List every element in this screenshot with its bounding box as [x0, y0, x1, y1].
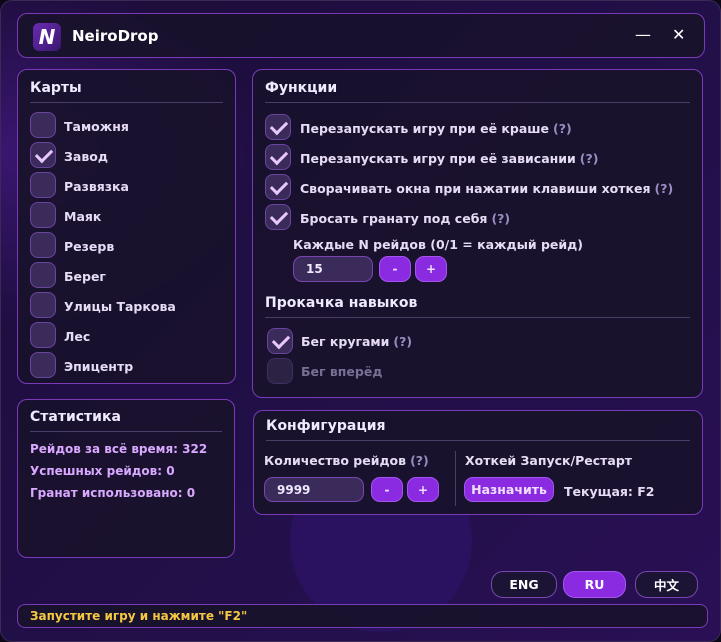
grenade-every-label: Каждые N рейдов (0/1 = каждый рейд): [293, 237, 583, 252]
help-icon[interactable]: (?): [553, 121, 572, 136]
lang-ru-button[interactable]: RU: [563, 571, 626, 598]
skill-label-forward: Бег вперёд: [301, 364, 383, 379]
raids-minus-button[interactable]: -: [371, 477, 403, 502]
functions-title: Функции: [265, 80, 690, 103]
map-checkbox[interactable]: [30, 322, 56, 348]
hotkey-label: Хоткей Запуск/Рестарт: [465, 453, 633, 468]
lang-zh-button[interactable]: 中文: [635, 571, 698, 598]
function-checkbox[interactable]: [265, 174, 291, 200]
title-bar: N NeiroDrop — ✕: [17, 13, 705, 58]
app-logo: N: [33, 23, 61, 51]
assign-hotkey-button[interactable]: Назначить: [464, 477, 554, 502]
current-hotkey: Текущая: F2: [564, 484, 655, 499]
map-label: Завод: [64, 149, 108, 164]
map-checkbox[interactable]: [30, 142, 56, 168]
raids-plus-button[interactable]: +: [407, 477, 439, 502]
map-checkbox[interactable]: [30, 352, 56, 378]
stat-grenades: Гранат использовано: 0: [30, 486, 196, 500]
map-label: Развязка: [64, 179, 129, 194]
help-icon[interactable]: (?): [579, 151, 599, 166]
skill-checkbox-circles[interactable]: [267, 328, 293, 354]
help-icon[interactable]: (?): [491, 211, 511, 226]
map-label: Резерв: [64, 239, 115, 254]
grenade-plus-button[interactable]: +: [415, 256, 447, 282]
stat-total-raids: Рейдов за всё время: 322: [30, 442, 208, 456]
stats-panel: Статистика Рейдов за всё время: 322 Успе…: [17, 399, 235, 558]
function-checkbox[interactable]: [265, 114, 291, 140]
help-icon[interactable]: (?): [654, 181, 674, 196]
function-label: Бросать гранату под себя (?): [300, 211, 511, 226]
skill-label-circles: Бег кругами (?): [301, 334, 413, 349]
minimize-button[interactable]: —: [635, 25, 651, 44]
function-checkbox[interactable]: [265, 204, 291, 230]
status-bar: Запустите игру и нажмите "F2": [17, 604, 708, 628]
map-checkbox[interactable]: [30, 172, 56, 198]
map-label: Эпицентр: [64, 359, 134, 374]
skill-checkbox-forward[interactable]: [267, 358, 293, 384]
grenade-every-input[interactable]: 15: [293, 256, 373, 282]
map-label: Маяк: [64, 209, 102, 224]
map-checkbox[interactable]: [30, 292, 56, 318]
map-label: Улицы Таркова: [64, 299, 176, 314]
close-button[interactable]: ✕: [672, 25, 686, 44]
stat-successful-raids: Успешных рейдов: 0: [30, 464, 175, 478]
map-checkbox[interactable]: [30, 202, 56, 228]
config-divider: [455, 451, 456, 506]
raids-count-label: Количество рейдов (?): [264, 453, 429, 468]
skills-title: Прокачка навыков: [265, 295, 690, 318]
status-text: Запустите игру и нажмите "F2": [30, 609, 248, 623]
config-panel: Конфигурация Количество рейдов (?) 9999 -…: [253, 410, 703, 515]
map-label: Берег: [64, 269, 106, 284]
map-checkbox[interactable]: [30, 232, 56, 258]
function-checkbox[interactable]: [265, 144, 291, 170]
map-label: Лес: [64, 329, 91, 344]
maps-panel: Карты Таможня Завод Развязка Маяк Резерв Бере…: [17, 69, 236, 384]
app-title: NeiroDrop: [72, 27, 159, 45]
maps-title: Карты: [30, 80, 223, 103]
lang-eng-button[interactable]: ENG: [491, 571, 557, 598]
map-checkbox[interactable]: [30, 112, 56, 138]
functions-panel: Функции Перезапускать игру при её краше(…: [252, 69, 703, 398]
map-label: Таможня: [64, 119, 129, 134]
raids-count-input[interactable]: 9999: [264, 477, 364, 502]
function-label: Перезапускать игру при её краше (?): [300, 121, 572, 136]
function-label: Перезапускать игру при её зависании (?): [300, 151, 599, 166]
stats-title: Статистика: [30, 409, 222, 432]
grenade-minus-button[interactable]: -: [379, 256, 411, 282]
map-checkbox[interactable]: [30, 262, 56, 288]
config-title: Конфигурация: [266, 418, 690, 441]
function-label: Сворачивать окна при нажатии клавиши хот…: [300, 181, 674, 196]
